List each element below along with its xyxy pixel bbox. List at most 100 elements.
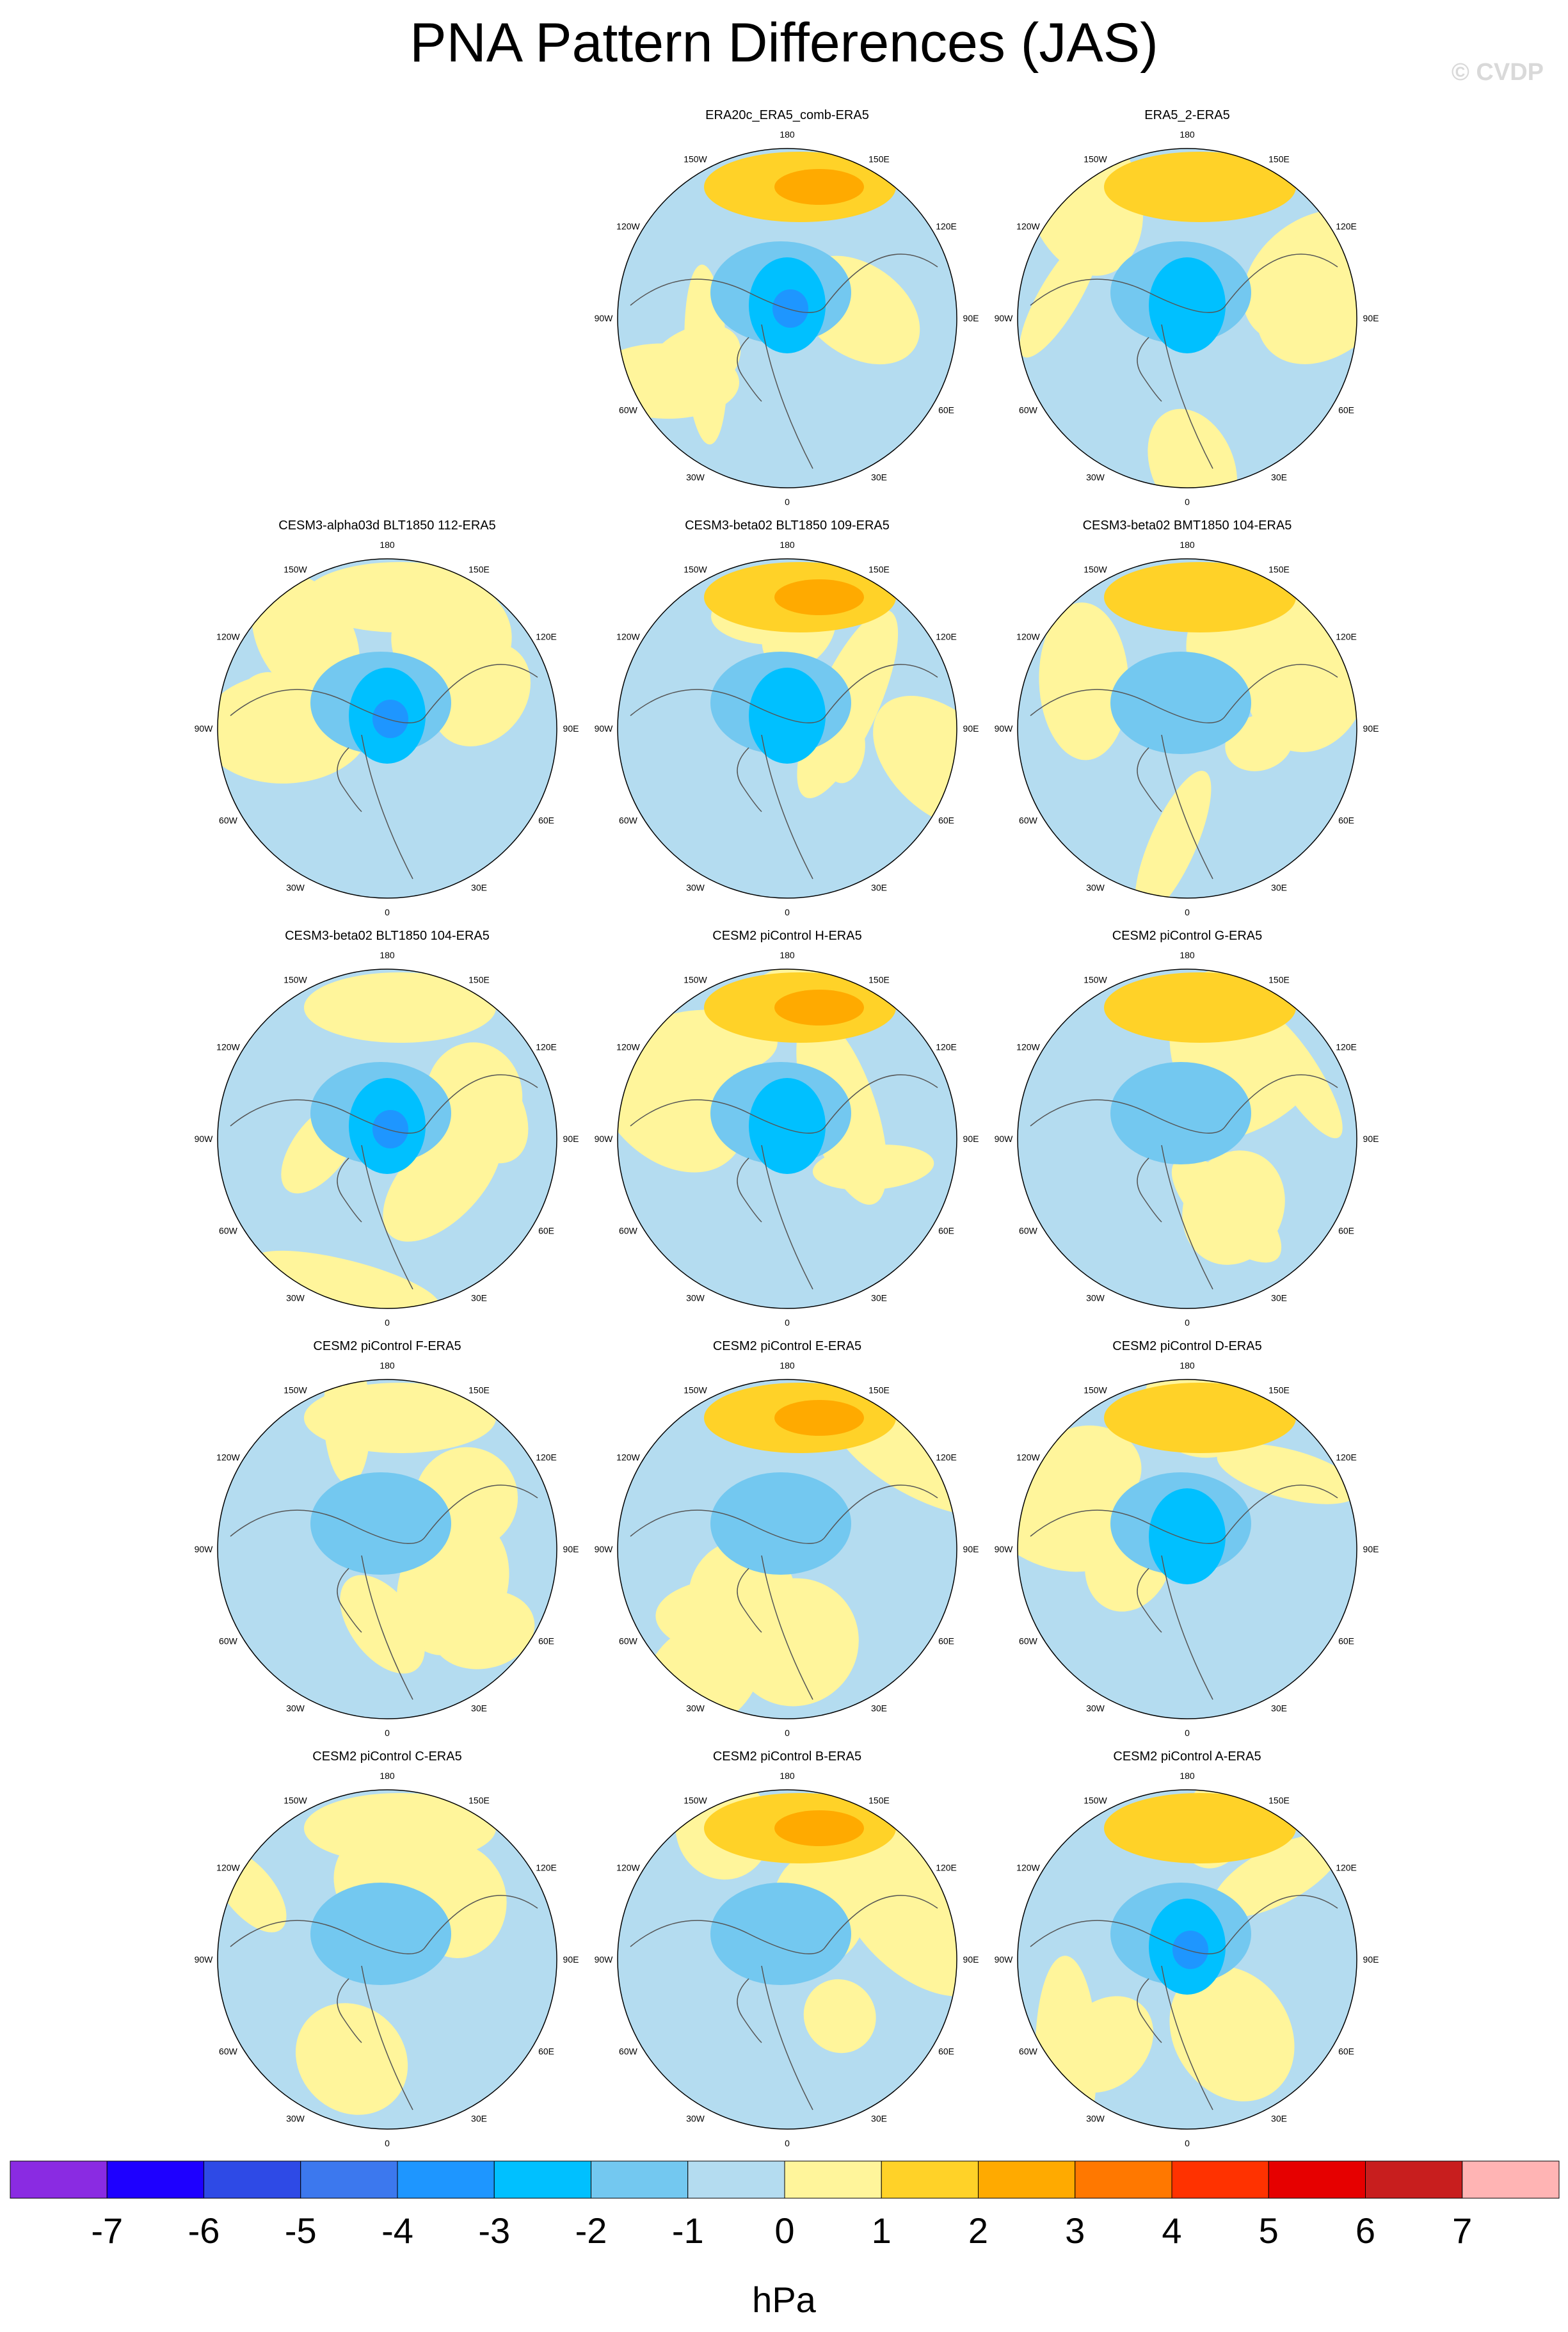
longitude-label: 150E [468,974,490,985]
longitude-label: 150E [1268,154,1290,164]
contour-field [1018,1379,1357,1719]
pacific-ridge [1104,1793,1296,1863]
negative-anomaly-region [1110,652,1251,754]
longitude-label: 60E [1338,1226,1354,1236]
longitude-label: 30E [871,883,887,893]
longitude-label: 30E [1271,1293,1287,1303]
positive-anomaly-region [1033,1425,1142,1516]
longitude-label: 150W [1084,154,1107,164]
longitude-label: 60E [938,1226,954,1236]
longitude-label: 30W [286,1293,305,1303]
longitude-label: 150W [284,1385,307,1395]
pacific-ridge [304,1383,496,1453]
longitude-label: 90W [995,1954,1014,1965]
map-boundary [1017,969,1357,1309]
positive-anomaly-region [803,1979,876,2054]
longitude-label: 180 [780,540,795,550]
longitude-label: 180 [380,540,395,550]
longitude-label: 90W [595,313,614,323]
longitude-label: 150W [1084,564,1107,574]
positive-anomaly-region [1020,232,1101,358]
map-boundary [617,1789,957,2130]
panel-title: ERA20c_ERA5_comb-ERA5 [705,108,869,122]
trough-core [1149,1488,1226,1584]
longitude-label: 90W [195,1544,214,1554]
positive-anomaly-region [873,696,957,830]
colorbar-swatch [397,2160,495,2199]
map-panel: ERA5_2-ERA5 180 150E 120E 90E 60E 30E 0 30W 60W 90… [995,108,1379,507]
colorbar-swatch [978,2160,1076,2199]
longitude-label: 180 [1180,129,1195,140]
longitude-label: 60E [1338,405,1354,415]
longitude-label: 0 [785,1728,790,1738]
negative-anomaly-region [310,1883,451,1985]
pacific-ridge-core [774,990,864,1025]
panel-title: CESM2 piControl E-ERA5 [713,1339,861,1353]
longitude-label: 60E [538,1636,554,1646]
longitude-label: 30W [1086,1703,1105,1714]
map-boundary [617,148,957,488]
longitude-label: 120E [936,221,957,232]
longitude-label: 150W [284,564,307,574]
negative-anomaly-region [710,1472,851,1575]
trough-center [1172,1931,1208,1969]
colorbar-tick-label: -2 [575,2210,607,2251]
longitude-label: 90E [963,723,979,734]
longitude-label: 150E [1268,1795,1290,1805]
pacific-ridge-core [774,1400,864,1436]
longitude-label: 30W [286,883,305,893]
panel-title: CESM2 piControl C-ERA5 [312,1749,461,1764]
longitude-label: 150E [468,1795,490,1805]
longitude-label: 150W [684,1795,707,1805]
longitude-label: 30E [1271,1703,1287,1714]
negative-anomaly-region [1110,1062,1251,1164]
longitude-label: 0 [385,1317,390,1328]
coastlines [230,664,538,880]
map-boundary [617,558,957,899]
longitude-label: 120W [1016,632,1040,642]
positive-anomaly-region [1057,1996,1154,2093]
longitude-label: 90E [1363,1544,1379,1554]
panel-title: CESM2 piControl G-ERA5 [1112,929,1263,943]
longitude-label: 30W [686,883,705,893]
longitude-label: 150W [284,1795,307,1805]
colorbar-tick-label: 4 [1162,2210,1181,2251]
longitude-label: 150E [1268,564,1290,574]
longitude-label: 60W [1019,2047,1038,2057]
colorbar-tick-label: -1 [672,2210,704,2251]
longitude-label: 90W [195,1954,214,1965]
positive-anomaly-region [1169,1966,1295,2102]
longitude-label: 60W [619,405,638,415]
longitude-label: 30W [286,1703,305,1714]
map-boundary [217,1379,557,1719]
trough-core [749,1078,826,1174]
longitude-label: 120W [616,1042,640,1052]
positive-anomaly-region [1135,771,1212,898]
pacific-ridge [304,972,496,1043]
pacific-ridge-core [774,579,864,615]
longitude-label: 90W [595,1954,614,1965]
positive-anomaly-region [1213,1834,1341,1917]
longitude-label: 0 [385,907,390,917]
panel-title: CESM2 piControl H-ERA5 [712,929,861,943]
colorbar-tick-label: 6 [1356,2210,1375,2251]
map-panel: CESM2 piControl D-ERA5 180 150E 120E 90E 60E 3… [995,1339,1379,1738]
longitude-label: 120E [936,1452,957,1463]
longitude-label: 90W [995,313,1014,323]
longitude-label: 180 [380,1771,395,1781]
longitude-label: 30E [471,1703,487,1714]
cvdp-watermark: © CVDP [1451,59,1544,86]
longitude-label: 60E [938,1636,954,1646]
trough-center [372,700,408,738]
longitude-label: 30E [471,2114,487,2124]
longitude-label: 60E [538,1226,554,1236]
longitude-label: 60E [1338,816,1354,826]
positive-anomaly-region [1039,602,1129,760]
contour-field [218,1790,557,2129]
longitude-label: 120E [936,1042,957,1052]
contour-field [1018,149,1357,488]
longitude-label: 30W [1086,883,1105,893]
colorbar-tick-label: 7 [1452,2210,1472,2251]
map-panel: CESM3-beta02 BLT1850 104-ERA5 180 150E 120E… [195,929,579,1328]
longitude-label: 120E [936,1863,957,1873]
